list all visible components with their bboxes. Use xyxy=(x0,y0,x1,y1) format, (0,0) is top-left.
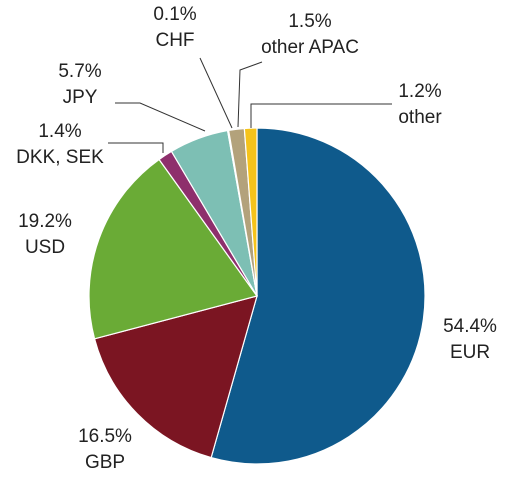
slice-label: 1.5% other APAC xyxy=(261,11,359,58)
value-label: 5.7% xyxy=(58,61,101,82)
category-label: DKK, SEK xyxy=(16,147,104,168)
leader-lines xyxy=(108,57,392,153)
value-label: 0.1% xyxy=(153,4,196,25)
slice-label: 1.4% DKK, SEK xyxy=(16,121,104,168)
leader-line xyxy=(108,142,164,153)
slice-label: 1.2% other xyxy=(398,81,442,128)
value-label: 1.5% xyxy=(288,11,331,32)
value-label: 54.4% xyxy=(443,316,497,337)
pie-slice xyxy=(88,158,258,340)
value-label: 16.5% xyxy=(78,426,132,447)
category-label: other APAC xyxy=(261,37,359,58)
leader-line xyxy=(250,103,392,128)
pie-slice xyxy=(210,127,426,465)
pie xyxy=(88,127,426,465)
leader-line xyxy=(115,102,206,132)
category-label: JPY xyxy=(63,87,98,108)
value-label: 1.2% xyxy=(398,81,441,102)
category-label: GBP xyxy=(85,452,125,473)
category-label: CHF xyxy=(155,30,194,51)
category-label: other xyxy=(398,107,442,128)
leader-line xyxy=(237,61,263,128)
category-label: USD xyxy=(25,237,65,258)
slice-label: 54.4% EUR xyxy=(443,316,497,363)
leader-line xyxy=(199,57,233,129)
pie-slice xyxy=(243,127,258,297)
slice-label: 0.1% CHF xyxy=(153,4,196,51)
value-label: 1.4% xyxy=(38,121,81,142)
slice-label: 19.2% USD xyxy=(18,211,72,258)
slice-label: 16.5% GBP xyxy=(78,426,132,473)
slice-label: 5.7% JPY xyxy=(58,61,101,108)
category-label: EUR xyxy=(450,342,490,363)
pie-slice xyxy=(93,295,258,459)
value-label: 19.2% xyxy=(18,211,72,232)
